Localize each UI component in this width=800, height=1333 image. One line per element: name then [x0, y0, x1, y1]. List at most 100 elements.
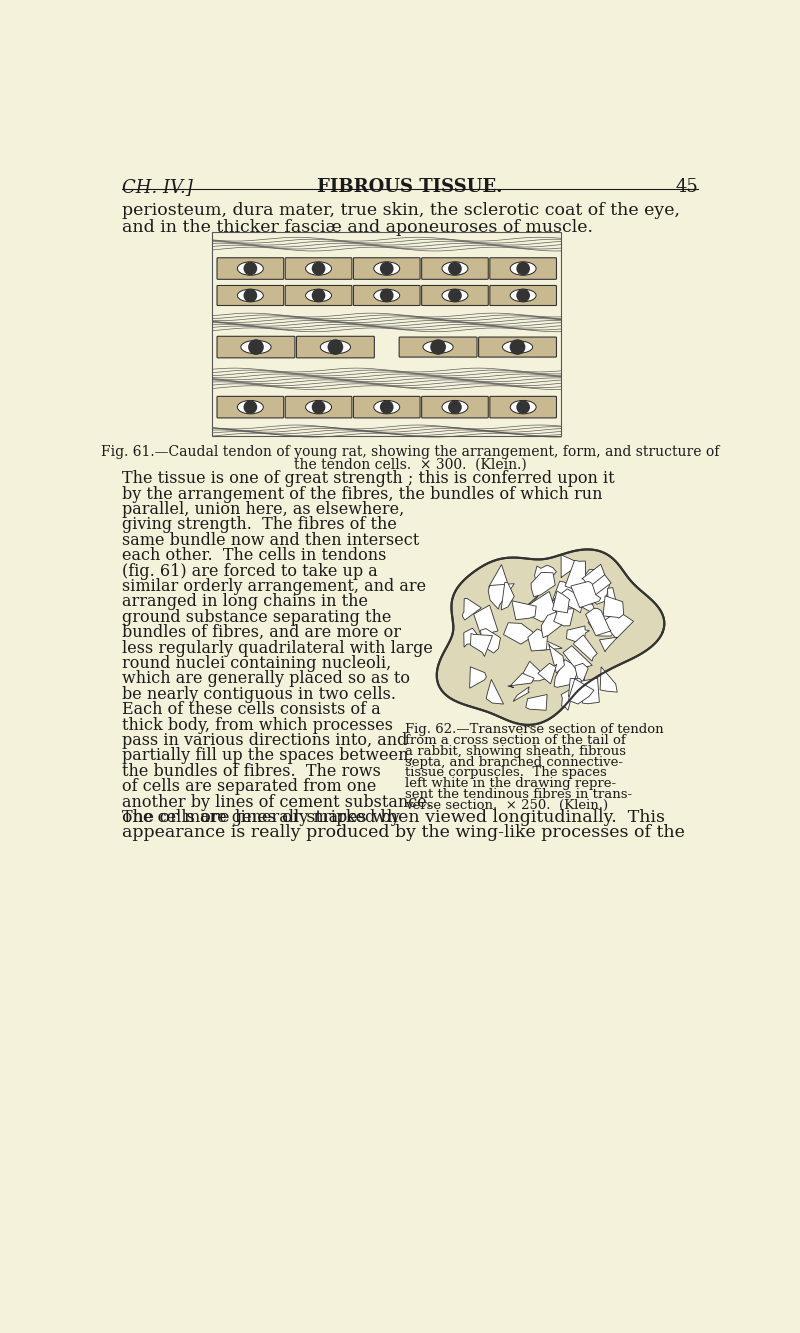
Polygon shape [553, 591, 570, 613]
Text: round nuclei containing nucleoli,: round nuclei containing nucleoli, [122, 655, 391, 672]
Text: another by lines of cement substance.: another by lines of cement substance. [122, 793, 431, 810]
Text: each other.  The cells in tendons: each other. The cells in tendons [122, 548, 386, 564]
FancyBboxPatch shape [354, 257, 420, 280]
Text: left white in the drawing repre-: left white in the drawing repre- [405, 777, 616, 790]
Circle shape [517, 401, 530, 413]
Bar [212, 232, 561, 436]
Polygon shape [549, 644, 565, 673]
Ellipse shape [306, 261, 331, 275]
FancyBboxPatch shape [399, 337, 477, 357]
FancyBboxPatch shape [286, 285, 352, 305]
Circle shape [381, 401, 393, 413]
FancyBboxPatch shape [217, 257, 284, 280]
Circle shape [449, 263, 461, 275]
Circle shape [313, 401, 325, 413]
Text: CH. IV.]: CH. IV.] [122, 177, 193, 196]
Polygon shape [570, 665, 586, 700]
Text: the tendon cells.  × 300.  (Klein.): the tendon cells. × 300. (Klein.) [294, 457, 526, 471]
Polygon shape [581, 595, 597, 616]
Polygon shape [486, 680, 503, 704]
FancyBboxPatch shape [286, 396, 352, 419]
Polygon shape [588, 612, 617, 636]
Circle shape [431, 340, 446, 355]
Ellipse shape [374, 261, 400, 275]
Polygon shape [606, 588, 619, 616]
FancyBboxPatch shape [286, 257, 352, 280]
Text: Fig. 62.—Transverse section of tendon: Fig. 62.—Transverse section of tendon [405, 724, 663, 736]
Text: 45: 45 [675, 177, 698, 196]
Text: the bundles of fibres.  The rows: the bundles of fibres. The rows [122, 762, 381, 780]
Polygon shape [501, 583, 514, 611]
Polygon shape [574, 664, 588, 688]
Circle shape [244, 401, 257, 413]
FancyBboxPatch shape [490, 257, 557, 280]
Text: sent the tendinous fibres in trans-: sent the tendinous fibres in trans- [405, 788, 632, 801]
Ellipse shape [510, 289, 536, 301]
Polygon shape [470, 666, 486, 688]
Text: The cells are generally marked by: The cells are generally marked by [122, 809, 399, 826]
Text: Each of these cells consists of a: Each of these cells consists of a [122, 701, 381, 718]
Text: a rabbit, showing sheath, fibrous: a rabbit, showing sheath, fibrous [405, 745, 626, 757]
Circle shape [517, 263, 530, 275]
Polygon shape [512, 601, 536, 620]
Circle shape [517, 289, 530, 301]
Text: tissue corpuscles.  The spaces: tissue corpuscles. The spaces [405, 766, 606, 780]
Polygon shape [569, 678, 588, 697]
Polygon shape [600, 666, 618, 692]
Circle shape [381, 289, 393, 301]
Text: periosteum, dura mater, true skin, the sclerotic coat of the eye,: periosteum, dura mater, true skin, the s… [122, 203, 680, 220]
Circle shape [381, 263, 393, 275]
Text: partially fill up the spaces between,: partially fill up the spaces between, [122, 748, 414, 764]
Text: same bundle now and then intersect: same bundle now and then intersect [122, 532, 419, 549]
Polygon shape [526, 694, 547, 710]
Polygon shape [528, 592, 557, 627]
Text: less regularly quadrilateral with large: less regularly quadrilateral with large [122, 640, 433, 657]
Polygon shape [586, 608, 611, 636]
Ellipse shape [238, 289, 263, 301]
Polygon shape [581, 678, 599, 704]
Text: bundles of fibres, and are more or: bundles of fibres, and are more or [122, 624, 401, 641]
Polygon shape [574, 635, 598, 661]
FancyBboxPatch shape [490, 396, 557, 419]
Polygon shape [569, 678, 594, 704]
FancyBboxPatch shape [217, 285, 284, 305]
Text: arranged in long chains in the: arranged in long chains in the [122, 593, 368, 611]
Text: verse section.  × 250.  (Klein.): verse section. × 250. (Klein.) [405, 798, 608, 812]
Text: similar orderly arrangement, and are: similar orderly arrangement, and are [122, 579, 426, 595]
FancyBboxPatch shape [490, 285, 557, 305]
Polygon shape [561, 555, 580, 577]
Text: The tissue is one of great strength ; this is conferred upon it: The tissue is one of great strength ; th… [122, 471, 614, 488]
Polygon shape [584, 580, 610, 604]
Text: which are generally placed so as to: which are generally placed so as to [122, 670, 410, 688]
Polygon shape [508, 673, 534, 688]
FancyBboxPatch shape [297, 336, 374, 357]
Ellipse shape [241, 340, 271, 353]
Polygon shape [542, 612, 563, 640]
Circle shape [449, 401, 461, 413]
FancyBboxPatch shape [422, 396, 488, 419]
Polygon shape [464, 628, 483, 647]
Text: FIBROUS TISSUE.: FIBROUS TISSUE. [318, 177, 502, 196]
Ellipse shape [510, 400, 536, 413]
Polygon shape [580, 569, 611, 595]
Text: one or more lines or stripes when viewed longitudinally.  This: one or more lines or stripes when viewed… [122, 809, 665, 826]
Text: by the arrangement of the fibres, the bundles of which run: by the arrangement of the fibres, the bu… [122, 485, 602, 503]
Polygon shape [552, 581, 577, 601]
Circle shape [328, 340, 342, 355]
Ellipse shape [238, 261, 263, 275]
Text: septa, and branched connective-: septa, and branched connective- [405, 756, 622, 769]
Text: and in the thicker fasciæ and aponeuroses of muscle.: and in the thicker fasciæ and aponeurose… [122, 219, 593, 236]
Polygon shape [523, 661, 547, 681]
Polygon shape [470, 633, 493, 657]
Ellipse shape [502, 341, 533, 353]
Circle shape [249, 340, 263, 355]
FancyBboxPatch shape [422, 257, 488, 280]
Circle shape [244, 289, 257, 301]
Polygon shape [554, 660, 579, 688]
Polygon shape [599, 637, 618, 652]
Circle shape [313, 263, 325, 275]
Polygon shape [534, 565, 557, 591]
Circle shape [510, 340, 525, 355]
Polygon shape [554, 589, 582, 613]
Text: from a cross section of the tail of: from a cross section of the tail of [405, 734, 626, 746]
